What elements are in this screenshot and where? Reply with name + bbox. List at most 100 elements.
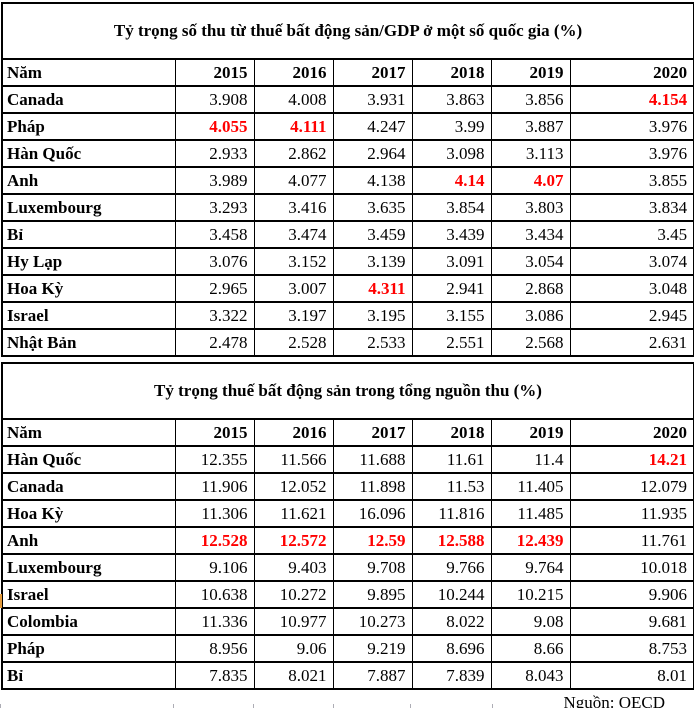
country-cell: Colombia <box>1 607 176 636</box>
value-cell: 11.4 <box>490 445 571 474</box>
value-cell: 4.311 <box>332 274 413 303</box>
value-cell: 10.018 <box>569 553 694 582</box>
grid-tick <box>0 704 1 708</box>
country-cell: Nhật Bản <box>1 328 176 357</box>
country-cell: Bỉ <box>1 220 176 249</box>
table-title: Tỷ trọng số thu từ thuế bất động sản/GDP… <box>1 2 694 60</box>
value-cell: 9.403 <box>253 553 334 582</box>
value-cell: 3.989 <box>174 166 255 195</box>
year-header: 2017 <box>332 418 413 447</box>
value-cell: 8.956 <box>174 634 255 663</box>
grid-tick <box>410 704 411 708</box>
value-cell: 3.139 <box>332 247 413 276</box>
table-row: Bỉ 3.458 3.474 3.459 3.439 3.434 3.45 <box>1 220 694 249</box>
value-cell: 9.08 <box>490 607 571 636</box>
value-cell: 16.096 <box>332 499 413 528</box>
value-cell: 4.008 <box>253 85 334 114</box>
value-cell: 2.945 <box>569 301 694 330</box>
value-cell: 11.53 <box>411 472 492 501</box>
table-row: Hoa Kỳ 11.306 11.621 16.096 11.816 11.485 11.9… <box>1 499 694 528</box>
value-cell: 3.863 <box>411 85 492 114</box>
value-cell: 2.478 <box>174 328 255 357</box>
grid-tick <box>333 704 334 708</box>
value-cell: 12.079 <box>569 472 694 501</box>
value-cell: 4.14 <box>411 166 492 195</box>
value-cell: 3.458 <box>174 220 255 249</box>
value-cell: 2.551 <box>411 328 492 357</box>
value-cell: 3.439 <box>411 220 492 249</box>
value-cell: 4.055 <box>174 112 255 141</box>
value-cell: 10.244 <box>411 580 492 609</box>
year-header: 2018 <box>411 418 492 447</box>
table-row: Anh 12.528 12.572 12.59 12.588 12.439 11.761 <box>1 526 694 555</box>
table-row: Colombia 11.336 10.977 10.273 8.022 9.08 9.681 <box>1 607 694 636</box>
table-row: Nhật Bản 2.478 2.528 2.533 2.551 2.568 2.631 <box>1 328 694 357</box>
value-cell: 3.113 <box>490 139 571 168</box>
value-cell: 8.021 <box>253 661 334 690</box>
value-cell: 3.195 <box>332 301 413 330</box>
value-cell: 4.154 <box>569 85 694 114</box>
country-cell: Luxembourg <box>1 553 176 582</box>
value-cell: 3.322 <box>174 301 255 330</box>
value-cell: 10.638 <box>174 580 255 609</box>
value-cell: 11.906 <box>174 472 255 501</box>
value-cell: 8.01 <box>569 661 694 690</box>
value-cell: 3.091 <box>411 247 492 276</box>
value-cell: 3.197 <box>253 301 334 330</box>
year-header: 2017 <box>332 58 413 87</box>
value-cell: 3.434 <box>490 220 571 249</box>
year-header: 2020 <box>569 418 694 447</box>
value-cell: 9.681 <box>569 607 694 636</box>
value-cell: 3.459 <box>332 220 413 249</box>
value-cell: 3.976 <box>569 139 694 168</box>
source-note: Nguồn: OECD <box>563 693 665 708</box>
country-cell: Hy Lạp <box>1 247 176 276</box>
value-cell: 14.21 <box>569 445 694 474</box>
value-cell: 11.405 <box>490 472 571 501</box>
value-cell: 11.61 <box>411 445 492 474</box>
value-cell: 3.098 <box>411 139 492 168</box>
table-title: Tỷ trọng thuế bất động sản trong tổng ng… <box>1 362 694 420</box>
value-cell: 9.106 <box>174 553 255 582</box>
value-cell: 2.964 <box>332 139 413 168</box>
country-cell: Pháp <box>1 634 176 663</box>
value-cell: 3.887 <box>490 112 571 141</box>
value-cell: 11.306 <box>174 499 255 528</box>
value-cell: 11.935 <box>569 499 694 528</box>
year-header: 2019 <box>490 58 571 87</box>
value-cell: 12.588 <box>411 526 492 555</box>
table-title-row: Tỷ trọng thuế bất động sản trong tổng ng… <box>1 362 694 420</box>
year-header: 2016 <box>253 58 334 87</box>
value-cell: 3.635 <box>332 193 413 222</box>
value-cell: 10.272 <box>253 580 334 609</box>
value-cell: 3.856 <box>490 85 571 114</box>
table-row: Luxembourg 9.106 9.403 9.708 9.766 9.764 10.01… <box>1 553 694 582</box>
value-cell: 12.528 <box>174 526 255 555</box>
value-cell: 11.816 <box>411 499 492 528</box>
value-cell: 4.077 <box>253 166 334 195</box>
value-cell: 2.941 <box>411 274 492 303</box>
value-cell: 9.895 <box>332 580 413 609</box>
value-cell: 3.293 <box>174 193 255 222</box>
value-cell: 12.59 <box>332 526 413 555</box>
grid-tick <box>253 704 254 708</box>
value-cell: 3.908 <box>174 85 255 114</box>
table-row: Canada 11.906 12.052 11.898 11.53 11.405 12.07… <box>1 472 694 501</box>
value-cell: 10.273 <box>332 607 413 636</box>
header-row: Năm 2015 2016 2017 2018 2019 2020 <box>1 418 694 447</box>
value-cell: 2.568 <box>490 328 571 357</box>
value-cell: 3.99 <box>411 112 492 141</box>
table-row: Canada 3.908 4.008 3.931 3.863 3.856 4.154 <box>1 85 694 114</box>
value-cell: 2.965 <box>174 274 255 303</box>
value-cell: 2.533 <box>332 328 413 357</box>
table-row: Bỉ 7.835 8.021 7.887 7.839 8.043 8.01 <box>1 661 694 690</box>
value-cell: 10.977 <box>253 607 334 636</box>
value-cell: 2.528 <box>253 328 334 357</box>
country-cell: Pháp <box>1 112 176 141</box>
value-cell: 8.043 <box>490 661 571 690</box>
value-cell: 11.898 <box>332 472 413 501</box>
table-row: Luxembourg 3.293 3.416 3.635 3.854 3.803 3.834 <box>1 193 694 222</box>
table-row: Pháp 8.956 9.06 9.219 8.696 8.66 8.753 <box>1 634 694 663</box>
value-cell: 2.868 <box>490 274 571 303</box>
value-cell: 11.761 <box>569 526 694 555</box>
